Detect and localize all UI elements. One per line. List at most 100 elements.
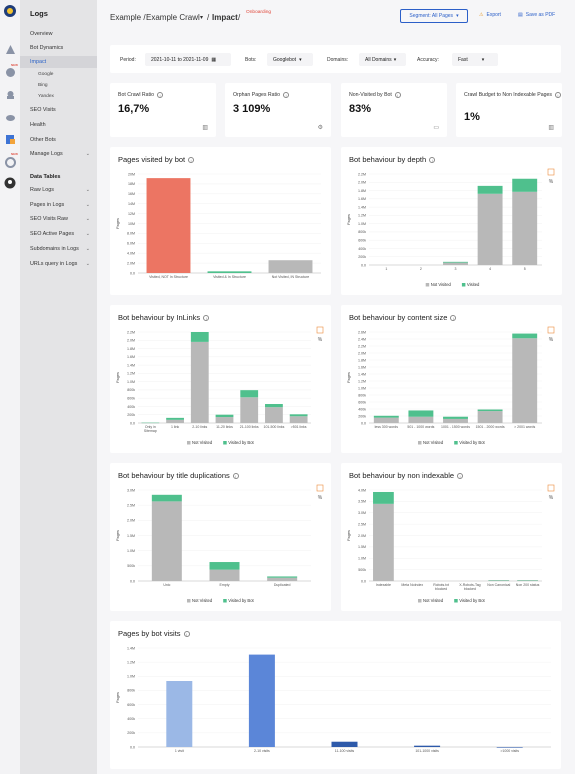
chart-export-icon[interactable] [547, 326, 555, 334]
domains-select[interactable]: All Domains ▾ [359, 53, 406, 66]
onboarding-badge[interactable]: Onboarding [246, 10, 272, 15]
sidebar-item-1[interactable]: Bot Dynamics [30, 45, 94, 51]
sidebar-item-6[interactable]: Manage Logs ⌄ [30, 151, 94, 157]
info-icon[interactable]: i [188, 157, 195, 164]
bar-not-visited[interactable] [488, 580, 510, 581]
bar[interactable] [207, 271, 252, 273]
bar-not-visited[interactable] [265, 407, 283, 423]
export-button[interactable]: ⚠ Export [479, 12, 501, 18]
chart-export-icon[interactable] [547, 484, 555, 492]
bar-not-visited[interactable] [477, 193, 503, 265]
sidebar-table-1[interactable]: Pages in Logs ⌄ [30, 202, 94, 208]
bar-not-visited[interactable] [289, 416, 308, 423]
sidebar-item-0[interactable]: Overview [30, 31, 94, 37]
sidebar-subitem-2[interactable]: Yandex [38, 94, 54, 99]
bar-visited[interactable] [166, 417, 184, 420]
breadcrumb-crawl[interactable]: Example Crawl [146, 13, 200, 22]
bar-not-visited[interactable] [190, 341, 209, 423]
bar-visited[interactable] [209, 562, 240, 570]
bar[interactable] [268, 260, 313, 273]
bar-visited[interactable] [512, 333, 538, 339]
bar-not-visited[interactable] [209, 569, 240, 581]
percent-toggle-icon[interactable]: % [549, 337, 554, 343]
period-picker[interactable]: 2021-10-11 to 2021-11-09 ▦ [145, 53, 231, 66]
info-icon[interactable]: i [554, 91, 561, 98]
percent-toggle-icon[interactable]: % [549, 495, 554, 501]
segment-button[interactable]: Segment: All Pages ▾ [400, 9, 468, 23]
sidebar-table-0[interactable]: Raw Logs ⌄ [30, 187, 94, 193]
bar-visited[interactable] [373, 415, 399, 418]
bots-select[interactable]: Googlebot ▾ [267, 53, 313, 66]
kpi-chart-icon[interactable]: ▥ [548, 125, 554, 131]
sidebar-table-4[interactable]: Subdomains in Logs ⌄ [30, 246, 94, 252]
bar-not-visited[interactable] [517, 580, 538, 581]
analytics-icon[interactable] [3, 65, 17, 79]
info-icon[interactable]: i [157, 91, 164, 98]
sidebar-subitem-1[interactable]: Bing [38, 83, 48, 88]
sidebar-item-5[interactable]: Other Bots [30, 137, 94, 143]
info-icon[interactable]: i [394, 91, 401, 98]
percent-toggle-icon[interactable]: % [318, 337, 323, 343]
bar-visited[interactable] [190, 332, 209, 342]
crawl-dropdown-icon[interactable]: ▾ [200, 15, 204, 21]
sidebar-subitem-0[interactable]: Google [38, 72, 54, 77]
sidebar-item-2[interactable]: Impact [20, 56, 97, 68]
bar-visited[interactable] [265, 404, 283, 408]
logs-icon[interactable] [3, 132, 17, 146]
crawl-icon[interactable] [3, 42, 17, 56]
google-icon[interactable] [3, 155, 17, 169]
bar[interactable] [331, 741, 358, 747]
bar-visited[interactable] [443, 416, 468, 419]
bar-not-visited[interactable] [443, 418, 468, 423]
kpi-chart-icon[interactable]: ▥ [202, 125, 208, 131]
save-pdf-button[interactable]: ▤ Save as PDF [518, 12, 555, 18]
sidebar-item-4[interactable]: Health [30, 122, 94, 128]
info-icon[interactable]: i [232, 473, 239, 480]
bar-not-visited[interactable] [477, 411, 503, 423]
bar-not-visited[interactable] [373, 503, 394, 581]
kpi-chart-icon[interactable]: ▭ [433, 125, 439, 131]
bar-visited[interactable] [215, 414, 234, 418]
info-icon[interactable]: i [183, 631, 190, 638]
sidebar-table-3[interactable]: SEO Active Pages ⌄ [30, 231, 94, 237]
bar[interactable] [166, 681, 193, 747]
octopus-icon[interactable] [3, 88, 17, 102]
bar-not-visited[interactable] [512, 191, 538, 265]
info-icon[interactable]: i [450, 315, 457, 322]
bar[interactable] [496, 747, 523, 748]
user-icon[interactable] [3, 176, 17, 190]
percent-toggle-icon[interactable]: % [549, 179, 554, 185]
bar-visited[interactable] [289, 414, 308, 417]
percent-toggle-icon[interactable]: % [318, 495, 323, 501]
bar-visited[interactable] [373, 491, 394, 504]
info-icon[interactable]: i [457, 473, 464, 480]
breadcrumb-project[interactable]: Example / [110, 13, 146, 22]
bar-not-visited[interactable] [512, 338, 538, 423]
bar-visited[interactable] [240, 390, 259, 398]
bar-visited[interactable] [443, 261, 468, 263]
bar-visited[interactable] [408, 410, 434, 417]
cloud-icon[interactable] [3, 110, 17, 124]
bar-not-visited[interactable] [408, 416, 434, 423]
chart-export-icon[interactable] [547, 168, 555, 176]
bar-not-visited[interactable] [443, 262, 468, 265]
bar-not-visited[interactable] [151, 501, 182, 581]
info-icon[interactable]: i [283, 91, 290, 98]
accuracy-select[interactable]: Fast ▾ [452, 53, 498, 66]
info-icon[interactable]: i [203, 315, 210, 322]
logo-icon[interactable] [3, 4, 17, 18]
kpi-chart-icon[interactable]: ⚙ [317, 125, 323, 131]
bar-visited[interactable] [512, 178, 538, 192]
bar-not-visited[interactable] [267, 577, 298, 581]
sidebar-table-5[interactable]: URLs query in Logs ⌄ [30, 261, 94, 267]
bar-visited[interactable] [151, 494, 182, 502]
bar-not-visited[interactable] [166, 419, 184, 423]
bar[interactable] [248, 654, 275, 747]
info-icon[interactable]: i [429, 157, 436, 164]
bar-not-visited[interactable] [373, 417, 399, 423]
sidebar-item-3[interactable]: SEO Visits [30, 107, 94, 113]
bar-visited[interactable] [477, 409, 503, 412]
chart-export-icon[interactable] [316, 484, 324, 492]
bar-not-visited[interactable] [215, 417, 234, 423]
sidebar-table-2[interactable]: SEO Visits Raw ⌄ [30, 216, 94, 222]
